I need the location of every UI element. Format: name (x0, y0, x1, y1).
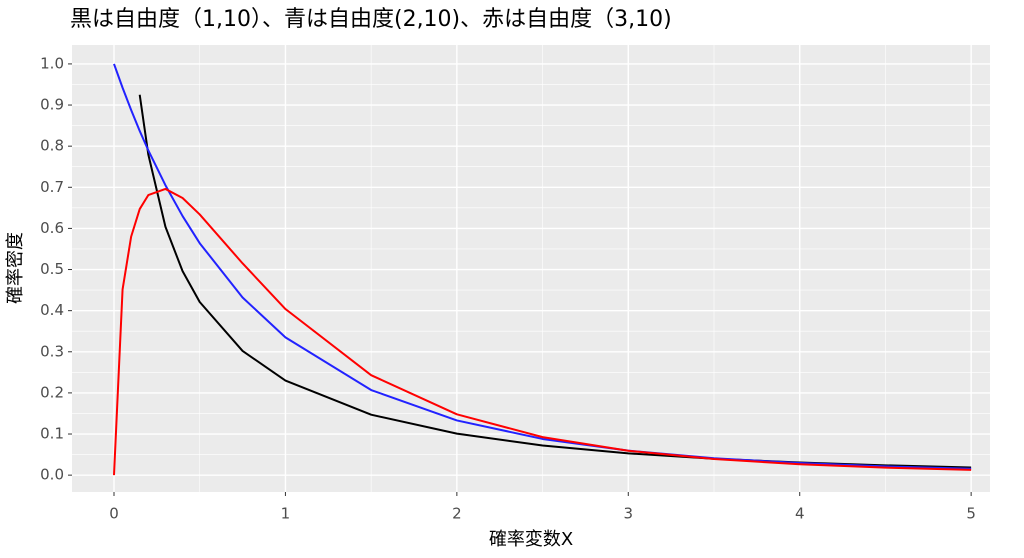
x-tick-label: 0 (109, 505, 119, 523)
y-tick-label: 0.2 (40, 383, 64, 401)
grid (72, 45, 990, 492)
y-tick-label: 0.8 (40, 137, 64, 155)
x-axis-label: 確率変数X (489, 529, 573, 550)
x-tick-label: 5 (966, 505, 976, 523)
y-tick-label: 0.9 (40, 96, 64, 114)
marks (113, 63, 972, 476)
y-tick-label: 0.3 (40, 342, 64, 360)
y-tick-label: 0.1 (40, 425, 64, 443)
y-tick-label: 0.7 (40, 178, 64, 196)
x-tick-label: 3 (624, 505, 634, 523)
x-tick-label: 1 (281, 505, 291, 523)
series-line (113, 187, 972, 476)
chart-title: 黒は自由度（1,10）、青は自由度(2,10)、赤は自由度（3,10) (70, 7, 672, 32)
y-axis-label: 確率密度 (5, 232, 26, 304)
y-tick-label: 1.0 (40, 54, 64, 72)
x-tick-label: 4 (795, 505, 805, 523)
y-tick-label: 0.0 (40, 466, 64, 484)
x-tick-label: 2 (452, 505, 462, 523)
y-tick-label: 0.6 (40, 219, 64, 237)
y-tick-label: 0.4 (40, 301, 64, 319)
y-tick-label: 0.5 (40, 260, 64, 278)
panel (72, 45, 990, 492)
